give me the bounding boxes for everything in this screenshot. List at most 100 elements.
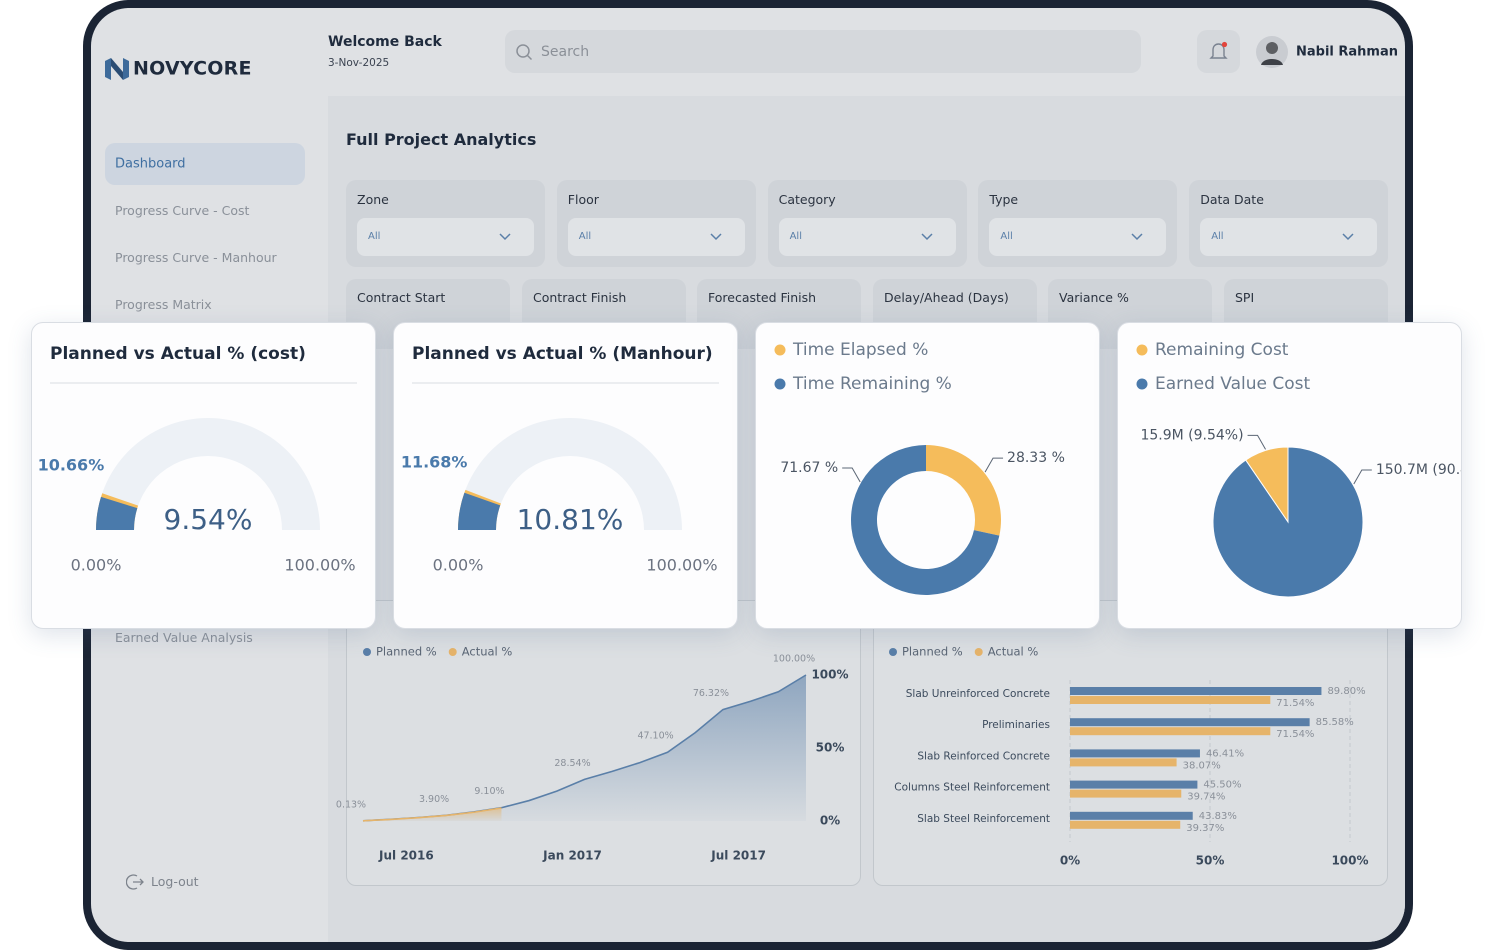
card-chart: Planned vs Actual % (cost) 10.66% 9.54% 0.0… [38, 344, 357, 575]
slice-label: 71.67 % [780, 460, 838, 476]
legend-label: Time Remaining % [792, 374, 952, 394]
filter-value[interactable]: All [789, 231, 802, 242]
sidebar-item[interactable]: Progress Curve - Cost [115, 202, 250, 218]
gauge-track [458, 418, 682, 530]
filter-dropdown[interactable] [989, 218, 1167, 256]
legend-label: Remaining Cost [1155, 340, 1289, 360]
filter-dropdown[interactable] [567, 218, 745, 256]
bar-value-label: 45.50% [1203, 780, 1241, 791]
bar [1070, 749, 1200, 758]
header-date: 3-Nov-2025 [328, 56, 390, 69]
x-tick-label: Jan 2017 [542, 849, 602, 863]
sidebar-item[interactable]: Progress Curve - Manhour [115, 249, 277, 265]
bar [1070, 727, 1271, 736]
user-avatar [1256, 36, 1288, 68]
legend-label: Planned % [376, 645, 437, 659]
legend-label: Planned % [902, 645, 963, 659]
gauge-planned-label: 10.66% [38, 456, 105, 475]
card-chart: Planned vs Actual % (Manhour) 11.68% 10.81… [401, 344, 719, 575]
legend-dot [448, 648, 457, 656]
gauge-tick-label: 100.00% [284, 556, 355, 575]
legend-label: Actual % [462, 645, 513, 659]
gauge-value [458, 492, 501, 530]
bell-body [1209, 43, 1228, 59]
gauge-actual-label: 10.81% [517, 503, 624, 536]
sidebar-active-bg[interactable] [105, 143, 305, 185]
dropdown-chevron[interactable] [920, 231, 934, 243]
search-box[interactable] [505, 30, 1141, 73]
area-fill [363, 675, 806, 821]
slice-label: 150.7M (90.46%) [1376, 462, 1462, 478]
bar [1070, 811, 1193, 820]
bar-value-label: 89.80% [1327, 686, 1365, 697]
legend-dot [363, 648, 371, 656]
filter-value[interactable]: All [1211, 231, 1224, 242]
bar [1070, 789, 1182, 798]
gauge-value [96, 496, 138, 530]
category-label: Slab Steel Reinforcement [917, 813, 1050, 825]
x-tick-label: Jul 2017 [710, 849, 766, 863]
y-tick-label: 50% [816, 741, 845, 755]
filter-value[interactable]: All [578, 231, 592, 242]
kpi-label: SPI [1235, 289, 1255, 305]
category-label: Preliminaries [982, 719, 1050, 731]
legend-dot [974, 648, 983, 656]
logo-icon [105, 58, 129, 80]
point-label: 28.54% [554, 758, 590, 769]
chevron [499, 233, 511, 241]
overlay-card: Remaining Cost Earned Value Cost 15.9M (9.… [1117, 322, 1462, 629]
bar-value-label: 38.07% [1183, 760, 1221, 771]
sidebar-item[interactable]: Progress Matrix [115, 296, 212, 312]
dropdown-chevron[interactable] [1341, 231, 1355, 243]
logout-icon[interactable] [126, 873, 144, 891]
bar-value-label: 39.74% [1187, 792, 1225, 803]
point-label: 47.10% [637, 731, 673, 742]
slice [1212, 446, 1364, 598]
filter-dropdown[interactable] [1200, 218, 1378, 256]
gauge-track [96, 418, 320, 530]
gauge-tick-label: 0.00% [433, 556, 484, 575]
sidebar-item[interactable]: Dashboard [115, 156, 186, 172]
x-tick-label: 50% [1196, 854, 1225, 868]
bar-value-label: 71.54% [1276, 698, 1314, 709]
chevron [1131, 233, 1143, 241]
logout-icon-arrow [133, 878, 144, 886]
label-leader [984, 457, 1004, 473]
chevron [921, 233, 933, 241]
area-fill [363, 808, 502, 821]
dropdown-chevron[interactable] [498, 231, 512, 243]
gauge-actual-label: 9.54% [164, 503, 253, 536]
point-label: 3.90% [419, 794, 449, 805]
label-leader [842, 467, 861, 483]
x-tick-label: Jul 2016 [378, 849, 434, 863]
search-icon-handle [526, 54, 533, 61]
legend-dot [1136, 344, 1148, 356]
y-tick-label: 0% [820, 814, 840, 828]
bell-icon [1209, 41, 1228, 59]
category-label: Slab Reinforced Concrete [917, 750, 1050, 762]
gauge-planned-label: 11.68% [401, 452, 468, 471]
bar [1070, 758, 1177, 767]
chart-title: Planned vs Actual % (Manhour) [412, 344, 713, 364]
overlay-card: Planned vs Actual % (Manhour) 11.68% 10.81… [393, 322, 738, 629]
point-label: 9.10% [474, 786, 504, 797]
chevron [710, 233, 722, 241]
dropdown-chevron[interactable] [1130, 231, 1144, 243]
legend-dot [889, 648, 897, 656]
chart-card [873, 600, 1388, 886]
filter-label: Type [989, 191, 1019, 207]
bar-value-label: 43.83% [1199, 811, 1237, 822]
filter-dropdown[interactable] [778, 218, 956, 256]
sidebar-item[interactable]: Earned Value Analysis [115, 629, 253, 645]
legend-label: Earned Value Cost [1155, 374, 1310, 394]
search-placeholder[interactable]: Search [541, 44, 590, 60]
filter-dropdown[interactable] [357, 218, 534, 256]
notification-button[interactable] [1197, 30, 1240, 73]
dropdown-chevron[interactable] [709, 231, 723, 243]
kpi-label: Variance % [1059, 289, 1129, 305]
filter-value[interactable]: All [1000, 231, 1013, 242]
logout-link[interactable]: Log-out [151, 873, 199, 889]
label-leader [1353, 469, 1372, 485]
filter-value[interactable]: All [368, 231, 381, 242]
